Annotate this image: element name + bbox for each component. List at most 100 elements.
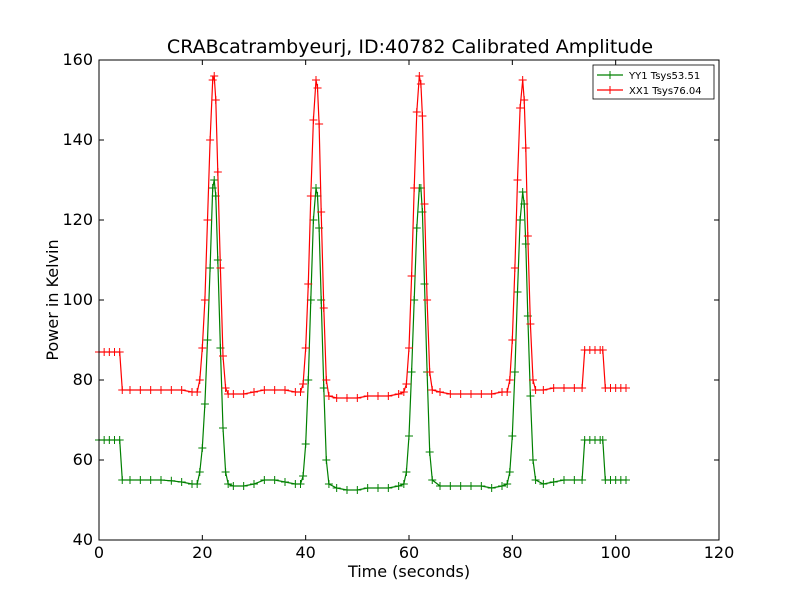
data-point [118, 476, 127, 484]
data-point [412, 108, 421, 116]
series-2 [95, 72, 630, 402]
data-point [229, 482, 238, 490]
x-tick-label: 40 [295, 543, 315, 562]
data-point [195, 468, 204, 476]
data-point [549, 478, 558, 486]
data-point [526, 392, 535, 400]
x-tick-label: 20 [192, 543, 212, 562]
data-point [436, 388, 444, 396]
data-point [216, 264, 225, 272]
data-point [549, 384, 558, 392]
data-point [456, 482, 465, 490]
data-point [281, 478, 289, 486]
data-point [260, 476, 269, 484]
data-point [467, 482, 475, 490]
data-point [239, 390, 248, 398]
data-point [198, 444, 207, 452]
data-point [343, 486, 351, 494]
data-point [467, 390, 475, 398]
data-point [221, 468, 230, 476]
data-point [250, 388, 258, 396]
data-point [510, 368, 519, 376]
data-point [456, 390, 465, 398]
data-point [446, 390, 455, 398]
data-point [513, 176, 522, 184]
x-tick-label: 0 [94, 543, 104, 562]
data-point [407, 368, 416, 376]
data-point [477, 390, 486, 398]
legend-entry-label: XX1 Tsys76.04 [629, 86, 702, 97]
data-point [250, 480, 258, 488]
data-point [206, 136, 215, 144]
data-point [423, 296, 432, 304]
data-point [115, 436, 124, 444]
data-point [136, 476, 145, 484]
legend: YY1 Tsys53.51 XX1 Tsys76.04 [592, 64, 715, 100]
data-point [206, 264, 215, 272]
data-point [146, 476, 155, 484]
data-point [353, 486, 362, 494]
data-point [529, 376, 537, 384]
y-axis-label: Power in Kelvin [43, 239, 62, 360]
data-point [503, 480, 512, 488]
data-point [394, 482, 403, 490]
data-point [503, 388, 512, 396]
data-point [315, 120, 324, 128]
data-point [407, 272, 416, 280]
data-point [405, 344, 413, 352]
data-point [523, 232, 532, 240]
data-point [301, 344, 310, 352]
data-point [518, 188, 527, 196]
chart-title: CRABcatrambyeurj, ID:40782 Calibrated Am… [167, 36, 653, 58]
data-point [146, 386, 155, 394]
series-line [99, 75, 626, 399]
data-point [322, 376, 331, 384]
data-point [126, 386, 134, 394]
data-point [518, 76, 527, 84]
data-point [304, 280, 313, 288]
data-point [324, 392, 333, 400]
x-tick-label: 80 [502, 543, 522, 562]
data-point [521, 144, 530, 152]
data-point [306, 192, 315, 200]
data-point [211, 96, 220, 104]
data-point [304, 376, 313, 384]
data-point [412, 224, 421, 232]
data-point [343, 394, 351, 402]
data-point [428, 476, 437, 484]
data-point [195, 376, 204, 384]
data-point [136, 386, 145, 394]
data-point [418, 112, 427, 120]
data-point [210, 176, 219, 184]
data-point [193, 480, 202, 488]
data-point [224, 480, 233, 488]
plot-frame [98, 59, 720, 541]
x-axis-label: Time (seconds) [347, 562, 470, 581]
data-point [363, 484, 372, 492]
data-point [498, 482, 506, 490]
data-point [384, 484, 393, 492]
data-point [374, 484, 382, 492]
data-point [157, 476, 165, 484]
data-point [622, 476, 630, 484]
data-point [313, 192, 322, 200]
data-point [405, 432, 413, 440]
series-1 [95, 176, 630, 494]
data-point [420, 200, 429, 208]
data-point [177, 386, 186, 394]
data-point [332, 484, 341, 492]
data-point [399, 480, 408, 488]
data-point [313, 84, 322, 92]
data-point [428, 386, 437, 394]
legend-entry-label: YY1 Tsys53.51 [628, 71, 700, 82]
y-tick-label: 100 [62, 290, 93, 309]
data-point [425, 368, 434, 376]
x-tick-label: 120 [704, 543, 735, 562]
data-point [319, 384, 328, 392]
data-point [219, 352, 227, 360]
data-point [208, 76, 217, 84]
data-point [416, 80, 425, 88]
y-tick-label: 60 [73, 450, 93, 469]
data-point [167, 386, 176, 394]
